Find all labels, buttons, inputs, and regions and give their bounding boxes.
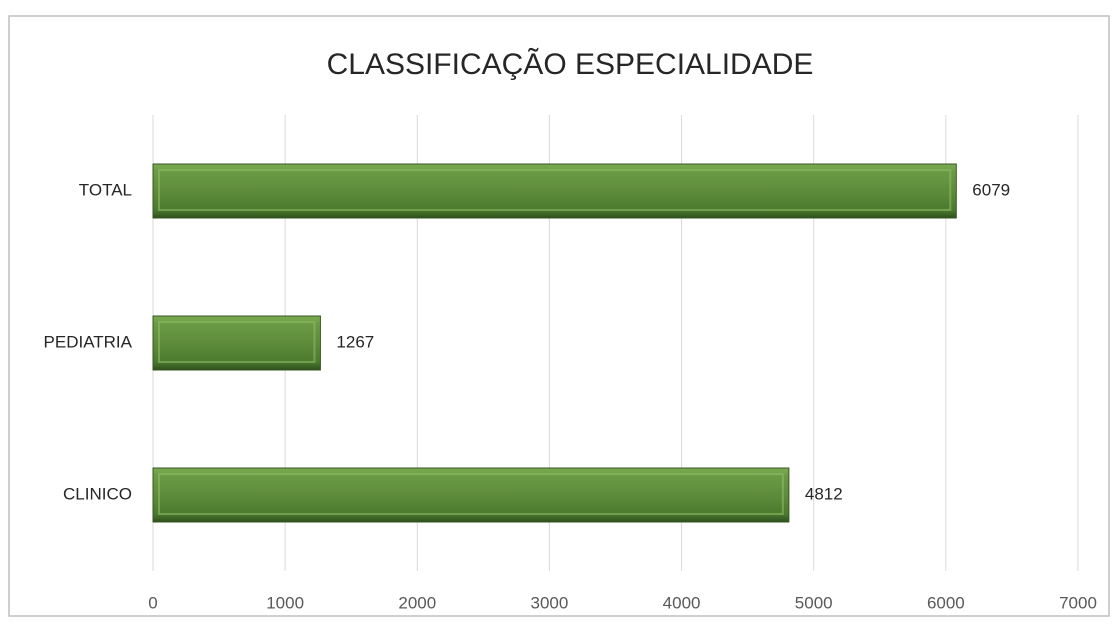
x-tick-label: 7000 bbox=[1059, 593, 1097, 612]
x-tick-label: 1000 bbox=[266, 593, 304, 612]
x-tick-label: 4000 bbox=[663, 593, 701, 612]
x-tick-label: 2000 bbox=[398, 593, 436, 612]
y-tick-label: PEDIATRIA bbox=[44, 332, 133, 351]
data-label: 1267 bbox=[336, 332, 374, 351]
y-tick-label: CLINICO bbox=[63, 484, 132, 503]
x-tick-label: 0 bbox=[148, 593, 157, 612]
bar-bevel bbox=[158, 169, 952, 211]
bar-bevel bbox=[158, 321, 316, 363]
x-tick-label: 6000 bbox=[927, 593, 965, 612]
chart-title: CLASSIFICAÇÃO ESPECIALIDADE bbox=[327, 47, 814, 81]
bar-bevel bbox=[158, 473, 784, 515]
data-label: 6079 bbox=[972, 180, 1010, 199]
data-label: 4812 bbox=[805, 484, 843, 503]
x-tick-label: 3000 bbox=[531, 593, 569, 612]
y-tick-label: TOTAL bbox=[79, 180, 132, 199]
x-tick-label: 5000 bbox=[795, 593, 833, 612]
